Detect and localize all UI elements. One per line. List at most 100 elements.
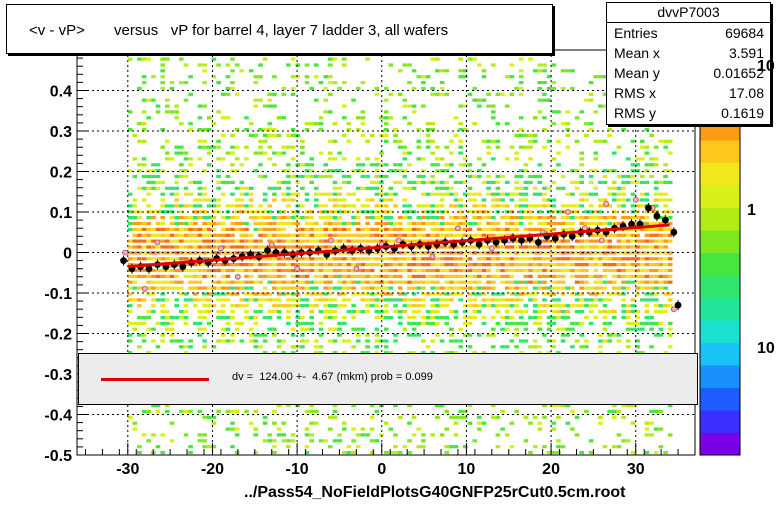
heatmap-cell: [141, 122, 147, 126]
heatmap-cell: [374, 227, 380, 231]
outlier-point: [328, 237, 334, 244]
heatmap-cell: [383, 204, 389, 208]
heatmap-cell: [127, 321, 133, 325]
heatmap-cell: [276, 280, 282, 284]
heatmap-cell: [169, 321, 175, 325]
heatmap-cell: [397, 257, 403, 261]
heatmap-cell: [151, 233, 156, 237]
heatmap-cell: [328, 339, 333, 343]
heatmap-cell: [598, 180, 603, 184]
outlier-point: [141, 286, 148, 292]
heatmap-cell: [593, 110, 598, 114]
heatmap-cell: [132, 298, 138, 302]
heatmap-cell: [463, 233, 468, 237]
heatmap-cell: [369, 427, 375, 431]
heatmap-cell: [449, 174, 454, 179]
heatmap-cell: [458, 274, 463, 278]
heatmap-cell: [388, 221, 394, 226]
heatmap-cell: [453, 445, 459, 449]
heatmap-cell: [537, 421, 543, 425]
heatmap-cell: [556, 268, 561, 273]
heatmap-cell: [574, 233, 580, 237]
heatmap-cell: [407, 221, 412, 226]
heatmap-cell: [160, 75, 165, 79]
heatmap-cell: [402, 204, 408, 208]
heatmap-cell: [216, 174, 221, 179]
heatmap-cell: [328, 210, 333, 214]
heatmap-cell: [169, 439, 175, 443]
heatmap-cell: [393, 227, 398, 231]
heatmap-cell: [309, 409, 314, 413]
heatmap-cell: [588, 210, 594, 214]
heatmap-cell: [323, 239, 328, 243]
heatmap-cell: [137, 304, 142, 308]
outlier-point: [395, 237, 402, 244]
heatmap-cell: [160, 298, 165, 302]
heatmap-cell: [360, 298, 366, 302]
heatmap-cell: [141, 257, 147, 261]
heatmap-cell: [579, 216, 584, 220]
heatmap-cell: [644, 286, 650, 290]
heatmap-cell: [346, 445, 352, 449]
heatmap-cell: [230, 145, 235, 149]
heatmap-cell: [286, 257, 291, 261]
heatmap-cell: [486, 227, 491, 231]
heatmap-cell: [411, 251, 417, 255]
heatmap-cell: [546, 86, 552, 91]
heatmap-cell: [220, 298, 226, 302]
heatmap-cell: [500, 92, 505, 96]
heatmap-cell: [388, 251, 394, 255]
heatmap-cell: [514, 304, 519, 308]
heatmap-cell: [518, 210, 524, 214]
heatmap-cell: [621, 415, 626, 419]
heatmap-cell: [230, 239, 235, 243]
heatmap-cell: [183, 251, 189, 255]
colorbar-segment: [700, 342, 740, 366]
heatmap-cell: [402, 151, 408, 155]
heatmap-cell: [402, 298, 408, 302]
heatmap-cell: [421, 315, 426, 320]
heatmap-cell: [621, 233, 626, 237]
heatmap-cell: [477, 427, 482, 431]
heatmap-cell: [160, 128, 165, 132]
heatmap-cell: [383, 327, 389, 331]
heatmap-cell: [365, 57, 370, 61]
heatmap-cell: [537, 69, 543, 73]
heatmap-cell: [318, 227, 324, 231]
heatmap-cell: [481, 274, 487, 278]
heatmap-cell: [202, 221, 207, 226]
heatmap-cell: [556, 315, 561, 320]
heatmap-cell: [537, 221, 543, 226]
heatmap-cell: [165, 245, 170, 249]
heatmap-cell: [397, 145, 403, 149]
heatmap-cell: [328, 298, 333, 302]
heatmap-cell: [472, 210, 477, 214]
heatmap-cell: [602, 245, 608, 249]
heatmap-cell: [300, 163, 305, 167]
heatmap-cell: [197, 239, 203, 243]
heatmap-cell: [258, 251, 263, 255]
heatmap-cell: [188, 286, 193, 290]
heatmap-cell: [127, 292, 133, 296]
heatmap-cell: [574, 274, 580, 278]
heatmap-cell: [453, 245, 459, 249]
heatmap-cell: [444, 274, 449, 278]
heatmap-cell: [509, 286, 515, 290]
heatmap-cell: [160, 169, 165, 173]
heatmap-cell: [523, 292, 529, 296]
heatmap-cell: [663, 192, 668, 196]
heatmap-cell: [486, 233, 491, 237]
heatmap-cell: [328, 257, 333, 261]
heatmap-cell: [630, 321, 636, 325]
stats-key: Entries: [614, 25, 658, 41]
heatmap-cell: [248, 327, 254, 331]
heatmap-cell: [542, 128, 547, 132]
heatmap-cell: [253, 409, 259, 413]
heatmap-cell: [355, 257, 361, 261]
chart-title: <v - vP> versus vP for barrel 4, layer 7…: [29, 22, 449, 39]
heatmap-cell: [202, 315, 207, 320]
heatmap-cell: [495, 174, 501, 179]
heatmap-cell: [658, 245, 664, 249]
heatmap-cell: [151, 298, 156, 302]
heatmap-cell: [467, 280, 473, 284]
